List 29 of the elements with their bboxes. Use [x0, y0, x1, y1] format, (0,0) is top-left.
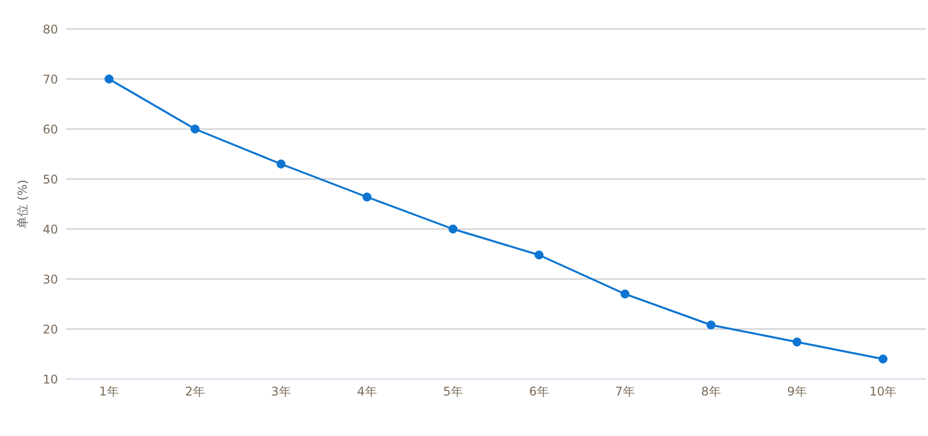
- y-tick-label: 10: [42, 372, 58, 386]
- x-tick-label: 8年: [701, 384, 721, 399]
- y-tick-label: 60: [42, 122, 58, 136]
- point: [534, 250, 544, 260]
- point: [878, 354, 888, 364]
- x-tick-label: 10年: [869, 384, 897, 399]
- point: [362, 192, 372, 202]
- y-tick-label: 40: [42, 222, 58, 236]
- point: [792, 338, 802, 346]
- y-tick-label: 30: [42, 272, 58, 286]
- x-tick-label: 4年: [357, 384, 377, 399]
- point: [276, 160, 286, 168]
- x-tick-label: 3年: [271, 384, 291, 399]
- y-axis-title: 单位 (%): [15, 180, 30, 228]
- y-tick-label: 50: [42, 172, 58, 186]
- x-tick-label: 6年: [529, 384, 549, 399]
- x-tick-label: 2年: [185, 384, 205, 399]
- point: [620, 290, 630, 298]
- x-tick-label: 9年: [787, 384, 807, 399]
- point: [190, 124, 200, 134]
- point: [104, 74, 114, 84]
- x-tick-label: 5年: [443, 384, 463, 399]
- y-tick-label: 70: [42, 72, 58, 86]
- y-tick-label: 20: [42, 322, 58, 336]
- y-tick-label: 80: [42, 22, 58, 36]
- x-tick-label: 7年: [615, 384, 635, 399]
- point: [448, 224, 458, 234]
- point: [706, 320, 716, 330]
- x-tick-label: 1年: [99, 384, 119, 399]
